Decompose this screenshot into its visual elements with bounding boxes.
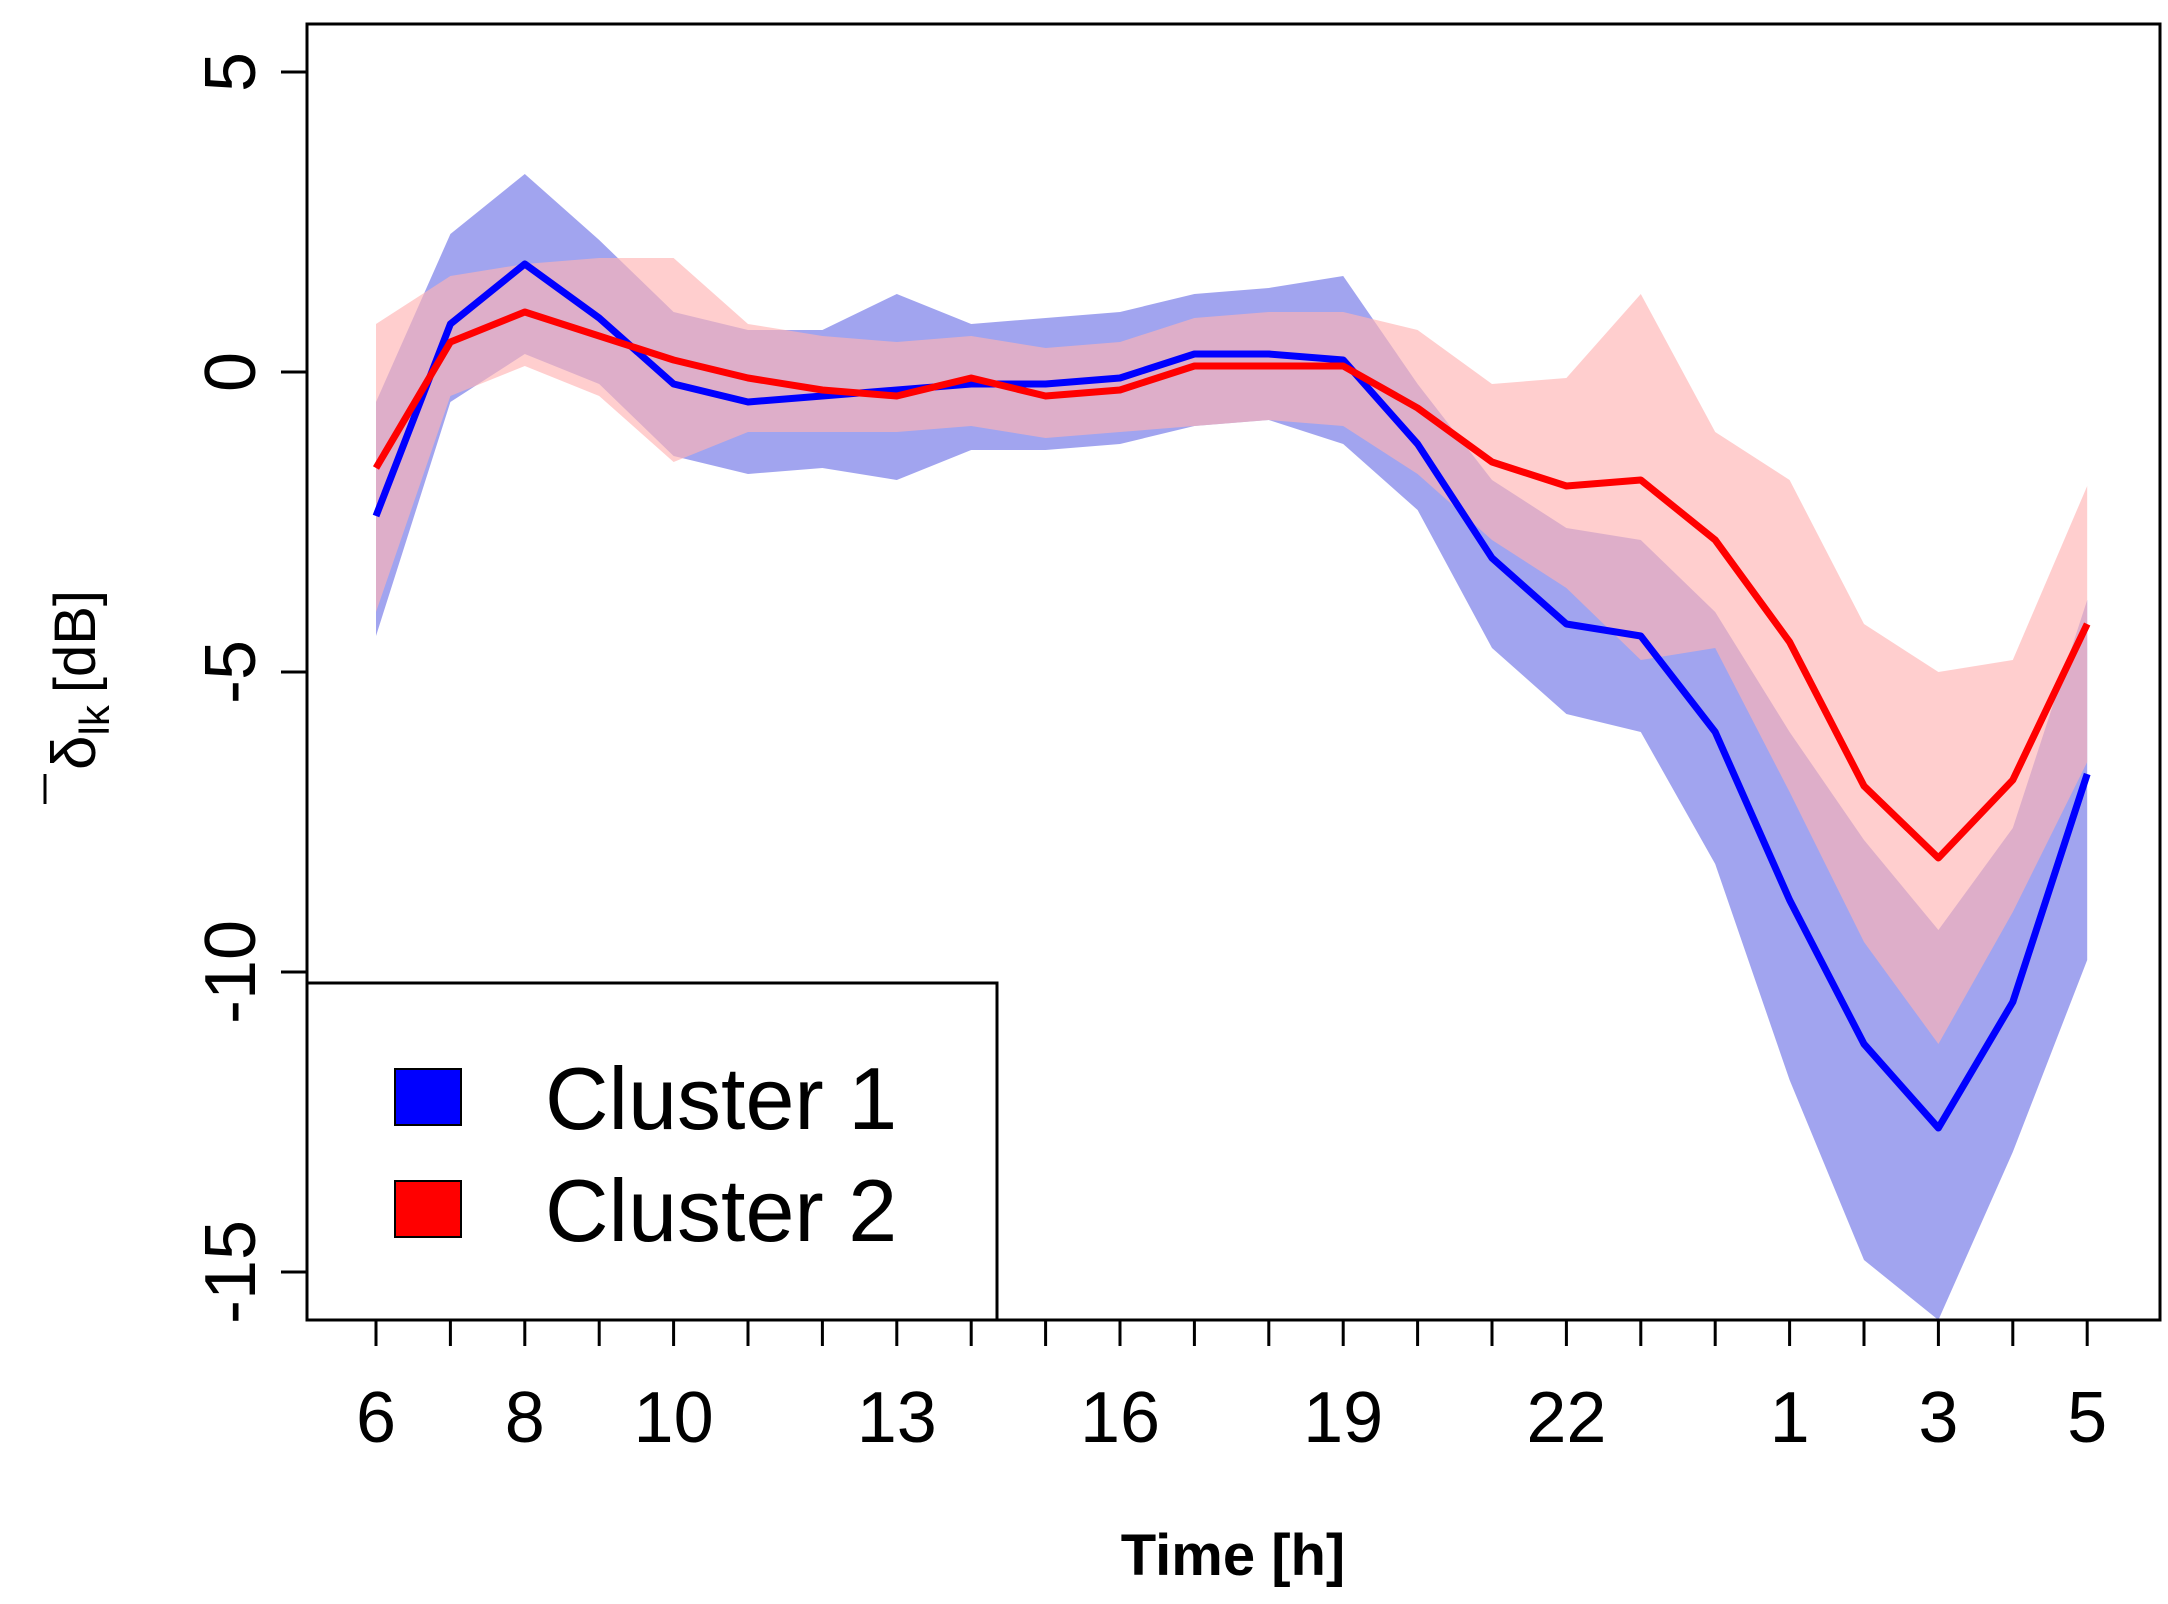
x-tick-label: 3 bbox=[1918, 1378, 1958, 1458]
y-tick-label: -10 bbox=[191, 920, 271, 1024]
x-axis: 6 8 10 13 16 19 22 1 3 5 bbox=[356, 1320, 2107, 1458]
legend-box bbox=[305, 981, 999, 1322]
y-axis-subscript: lk bbox=[71, 704, 118, 735]
y-axis-title: δlk [dB] bbox=[40, 590, 118, 804]
x-tick-label: 13 bbox=[857, 1378, 937, 1458]
line-series-1 bbox=[372, 260, 2091, 1132]
legend-label-series-1: Cluster 1 bbox=[545, 1049, 897, 1148]
x-tick-label: 16 bbox=[1080, 1378, 1160, 1458]
x-tick-label: 6 bbox=[356, 1378, 396, 1458]
y-tick-label: 5 bbox=[191, 52, 271, 92]
band-series-1 bbox=[376, 174, 2088, 1320]
y-axis: 5 0 -5 -10 -15 bbox=[191, 52, 307, 1324]
x-tick-label: 8 bbox=[505, 1378, 545, 1458]
y-axis-unit: [dB] bbox=[43, 590, 108, 693]
y-tick-label: 0 bbox=[191, 352, 271, 392]
confidence-bands bbox=[376, 174, 2088, 1320]
x-tick-label: 5 bbox=[2067, 1378, 2107, 1458]
y-axis-title-text: δlk [dB] bbox=[40, 590, 118, 770]
x-axis-title: Time [h] bbox=[1121, 1523, 1346, 1588]
legend-swatch-series-2 bbox=[394, 1180, 462, 1238]
y-axis-symbol: δ bbox=[40, 736, 109, 771]
legend-label-series-2: Cluster 2 bbox=[545, 1161, 897, 1260]
x-tick-label: 19 bbox=[1303, 1378, 1383, 1458]
x-tick-label: 10 bbox=[634, 1378, 714, 1458]
plot-frame bbox=[305, 22, 2162, 1322]
band-series-2 bbox=[376, 258, 2088, 1044]
y-tick-label: -5 bbox=[191, 640, 271, 704]
x-tick-label: 1 bbox=[1770, 1378, 1810, 1458]
legend: Cluster 1 Cluster 2 bbox=[305, 981, 999, 1322]
x-tick-label: 22 bbox=[1526, 1378, 1606, 1458]
series-lines bbox=[372, 260, 2091, 1132]
legend-swatch-series-1 bbox=[394, 1068, 462, 1126]
line-series-2 bbox=[372, 308, 2091, 862]
y-tick-label: -15 bbox=[191, 1220, 271, 1324]
